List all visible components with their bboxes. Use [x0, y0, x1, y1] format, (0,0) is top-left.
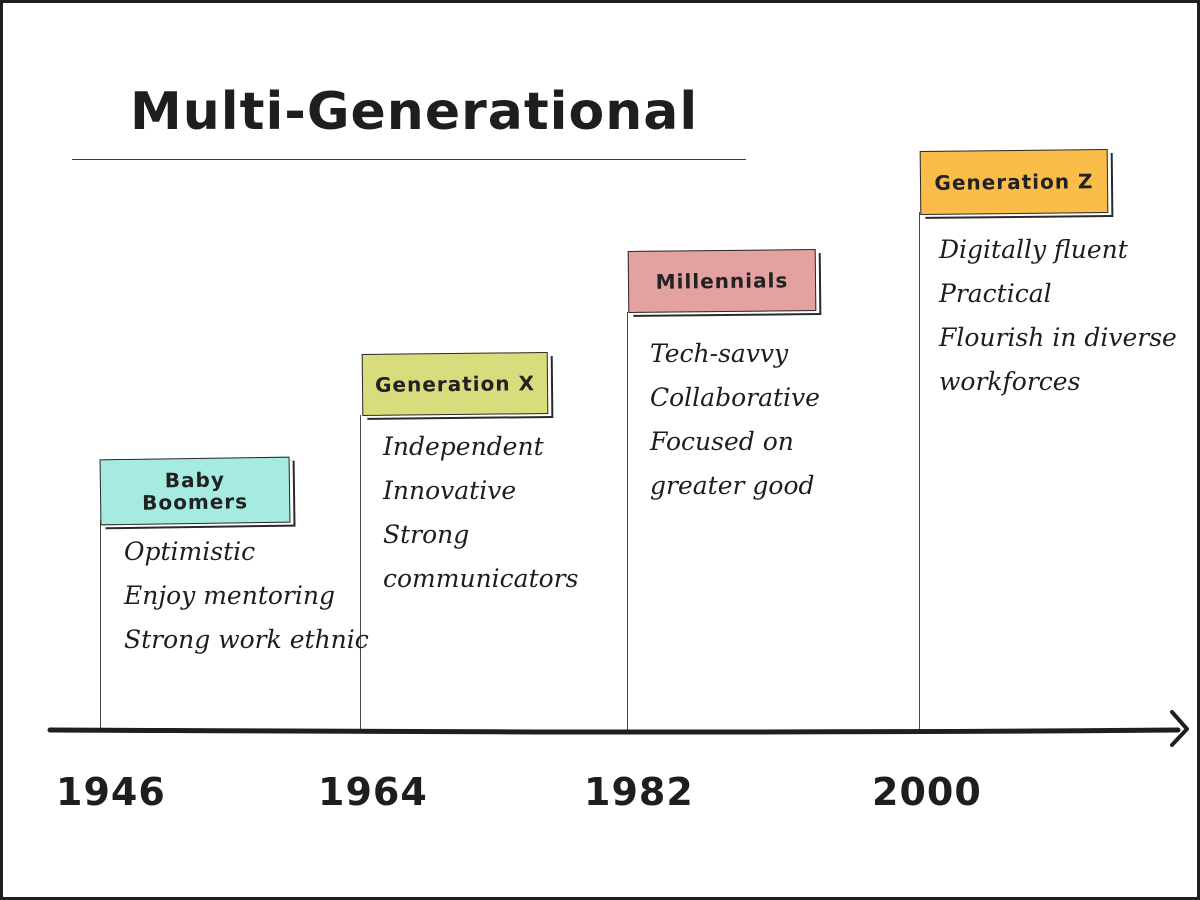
- trait: workforces: [939, 367, 1081, 396]
- diagram-title: Multi-Generational: [130, 82, 699, 142]
- label-baby-boomers-line2: Boomers: [142, 489, 249, 515]
- trait: Flourish in diverse: [939, 323, 1177, 352]
- trait: Innovative: [383, 476, 517, 505]
- trait: Optimistic: [124, 537, 256, 566]
- year-label-1964: 1964: [318, 770, 428, 814]
- stem-generation-z: [919, 212, 920, 730]
- year-label-2000: 2000: [872, 770, 982, 814]
- trait: Collaborative: [650, 383, 820, 412]
- label-generation-x: Generation X: [361, 352, 549, 416]
- trait: Practical: [939, 279, 1052, 308]
- label-millennials: Millennials: [627, 249, 817, 313]
- label-baby-boomers: Baby Boomers: [99, 456, 291, 526]
- stem-generation-x: [360, 415, 361, 730]
- traits-generation-z: Digitally fluent Practical Flourish in d…: [939, 228, 1177, 404]
- traits-baby-boomers: Optimistic Enjoy mentoring Strong work e…: [124, 530, 369, 662]
- traits-generation-x: Independent Innovative Strong communicat…: [383, 425, 578, 601]
- trait: Strong: [383, 520, 470, 549]
- trait: Focused on: [650, 427, 794, 456]
- trait: greater good: [650, 471, 815, 500]
- stem-millennials: [627, 312, 628, 730]
- trait: Tech-savvy: [650, 339, 789, 368]
- year-label-1982: 1982: [584, 770, 694, 814]
- timeline-arrowhead: [1170, 710, 1189, 747]
- trait: Strong work ethnic: [124, 625, 369, 654]
- trait: Independent: [383, 432, 544, 461]
- label-generation-z: Generation Z: [919, 149, 1109, 215]
- title-underline: [72, 159, 746, 160]
- stem-baby-boomers: [100, 520, 101, 730]
- year-label-1946: 1946: [56, 770, 166, 814]
- label-baby-boomers-line1: Baby: [164, 467, 226, 493]
- timeline-line: [47, 727, 1181, 735]
- trait: Enjoy mentoring: [124, 581, 335, 610]
- trait: Digitally fluent: [939, 235, 1128, 264]
- trait: communicators: [383, 564, 579, 593]
- traits-millennials: Tech-savvy Collaborative Focused on grea…: [650, 332, 820, 508]
